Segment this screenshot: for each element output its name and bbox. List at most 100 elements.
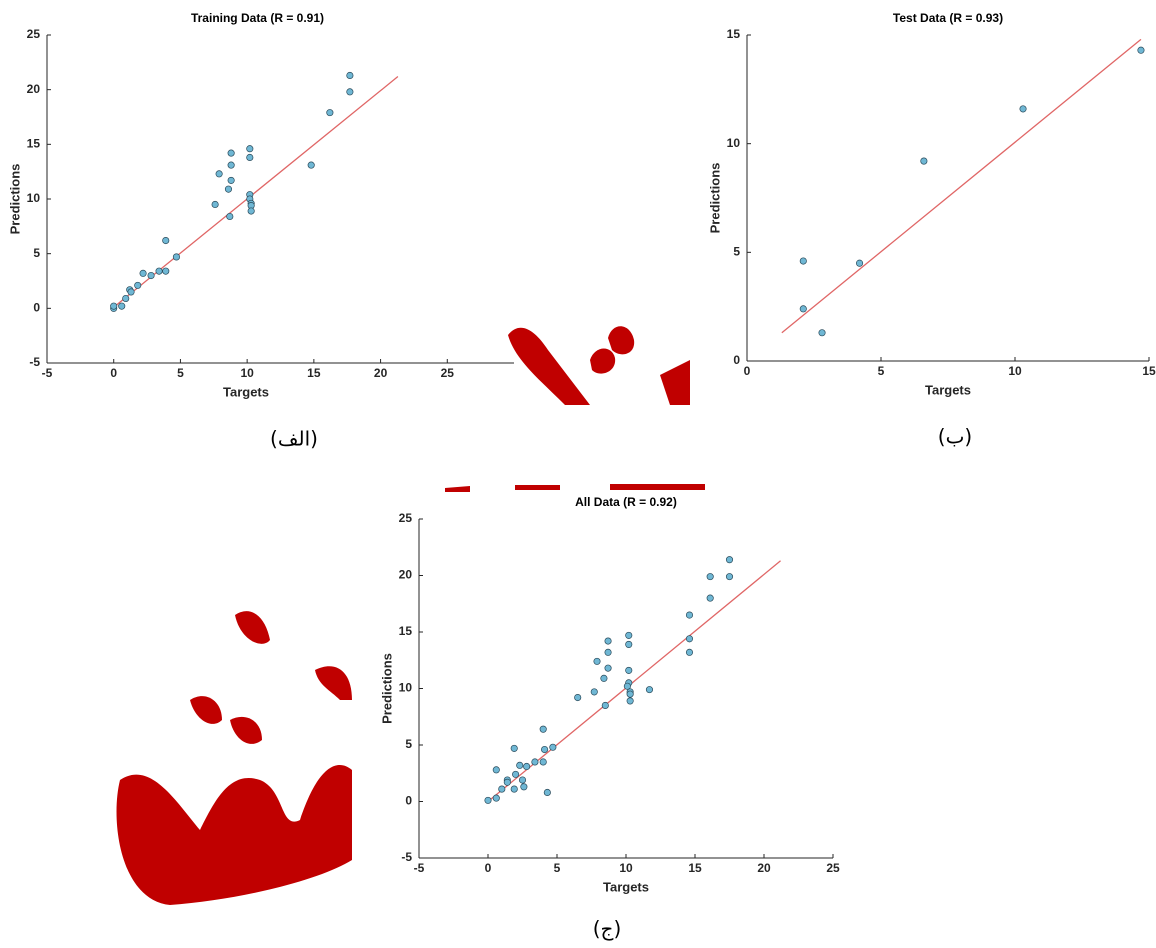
data-point bbox=[172, 253, 180, 261]
data-point bbox=[625, 631, 633, 639]
data-point bbox=[799, 257, 807, 265]
x-tick-label: 0 bbox=[485, 861, 492, 875]
data-point bbox=[549, 743, 557, 751]
data-point bbox=[626, 690, 634, 698]
watermark-shape bbox=[660, 360, 690, 405]
watermark-shape bbox=[230, 716, 262, 744]
data-point bbox=[307, 161, 315, 169]
data-point bbox=[543, 788, 551, 797]
data-point bbox=[326, 109, 334, 117]
data-point bbox=[625, 666, 633, 674]
y-tick-label: 5 bbox=[405, 737, 412, 751]
data-point bbox=[211, 200, 219, 209]
data-point bbox=[623, 682, 631, 690]
x-tick-label: 20 bbox=[374, 366, 388, 380]
x-tick-label: 0 bbox=[744, 364, 751, 378]
watermark-shape bbox=[608, 326, 635, 355]
data-point bbox=[574, 693, 582, 702]
data-point bbox=[685, 648, 694, 656]
data-point bbox=[492, 794, 500, 802]
data-point bbox=[1137, 46, 1145, 54]
data-point bbox=[1019, 105, 1027, 113]
data-point bbox=[600, 674, 608, 682]
x-tick-label: -5 bbox=[414, 861, 425, 875]
data-point bbox=[601, 701, 609, 710]
data-point bbox=[155, 267, 163, 275]
caption: (الف) bbox=[270, 427, 318, 451]
data-point bbox=[799, 305, 807, 313]
data-point bbox=[625, 640, 633, 648]
y-tick-label: -5 bbox=[401, 850, 412, 864]
x-axis-label: Targets bbox=[223, 384, 269, 399]
data-point bbox=[856, 259, 864, 267]
data-point bbox=[604, 664, 612, 672]
data-point bbox=[725, 556, 734, 564]
y-tick-label: 5 bbox=[33, 246, 40, 260]
fit-line bbox=[487, 560, 781, 803]
data-point bbox=[484, 796, 492, 804]
watermark bbox=[116, 326, 705, 905]
data-point bbox=[725, 573, 734, 581]
data-point bbox=[227, 176, 235, 184]
y-tick-label: 25 bbox=[399, 511, 413, 525]
data-point bbox=[626, 697, 634, 705]
y-tick-label: 10 bbox=[399, 681, 413, 695]
data-point bbox=[246, 145, 254, 153]
data-point bbox=[492, 766, 500, 774]
data-point bbox=[122, 294, 130, 303]
data-point bbox=[516, 761, 524, 769]
data-point bbox=[541, 745, 549, 754]
x-tick-label: 25 bbox=[441, 366, 455, 380]
x-tick-label: 15 bbox=[1142, 364, 1156, 378]
y-tick-label: 20 bbox=[399, 568, 413, 582]
y-axis-label: Predictions bbox=[379, 653, 394, 724]
data-point bbox=[685, 635, 694, 643]
x-tick-label: 20 bbox=[757, 861, 771, 875]
data-point bbox=[645, 686, 654, 694]
x-tick-label: 25 bbox=[826, 861, 840, 875]
data-point bbox=[118, 302, 126, 310]
x-axis-label: Targets bbox=[603, 879, 649, 894]
data-point bbox=[920, 157, 928, 165]
watermark-shape bbox=[116, 765, 352, 905]
data-point bbox=[498, 785, 506, 793]
chart-title: Training Data (R = 0.91) bbox=[191, 11, 324, 25]
watermark-shape bbox=[508, 327, 590, 405]
data-point bbox=[247, 207, 255, 215]
watermark-shape bbox=[190, 696, 222, 724]
watermark-shape bbox=[590, 348, 616, 374]
data-point bbox=[139, 269, 147, 277]
x-tick-label: 15 bbox=[688, 861, 702, 875]
data-point bbox=[162, 267, 170, 275]
caption: (ب) bbox=[938, 425, 972, 449]
x-tick-label: 0 bbox=[110, 366, 117, 380]
fit-line bbox=[781, 38, 1142, 334]
data-point bbox=[227, 161, 235, 169]
watermark-shape bbox=[445, 484, 705, 492]
y-tick-label: 15 bbox=[727, 27, 741, 41]
y-tick-label: 10 bbox=[727, 136, 741, 150]
x-tick-label: 10 bbox=[619, 861, 633, 875]
x-axis-label: Targets bbox=[925, 382, 971, 397]
data-point bbox=[520, 783, 528, 791]
data-point bbox=[818, 329, 826, 337]
y-tick-label: 0 bbox=[405, 794, 412, 808]
x-tick-label: 5 bbox=[177, 366, 184, 380]
y-tick-label: 0 bbox=[33, 301, 40, 315]
data-point bbox=[134, 281, 142, 289]
x-tick-label: 5 bbox=[878, 364, 885, 378]
data-point bbox=[512, 770, 520, 778]
data-point bbox=[246, 153, 254, 162]
y-axis-label: Predictions bbox=[707, 163, 722, 234]
data-point bbox=[539, 725, 547, 733]
data-point bbox=[523, 762, 531, 771]
y-tick-label: 15 bbox=[399, 624, 413, 638]
data-point bbox=[503, 778, 511, 786]
data-point bbox=[539, 758, 547, 766]
x-tick-label: -5 bbox=[42, 366, 53, 380]
x-tick-label: 10 bbox=[1008, 364, 1022, 378]
data-point bbox=[706, 573, 714, 581]
data-point bbox=[510, 785, 518, 793]
data-point bbox=[110, 302, 118, 310]
